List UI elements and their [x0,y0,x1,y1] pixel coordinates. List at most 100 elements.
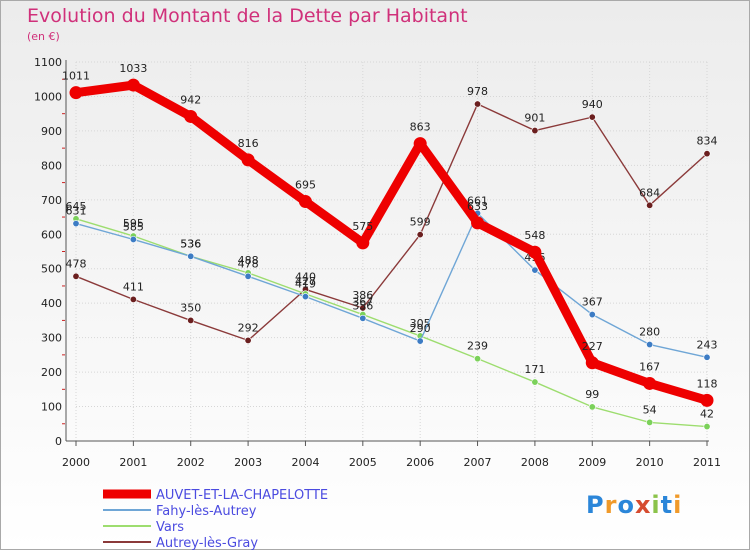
chart-title: Evolution du Montant de la Dette par Hab… [27,5,468,27]
logo-letter: x [634,491,652,519]
data-point [356,236,370,250]
data-label: 1033 [119,62,147,75]
y-tick-label: 500 [41,263,62,276]
data-label: 440 [295,270,316,283]
data-label: 575 [352,220,373,233]
data-point [129,235,137,243]
data-point [646,341,654,349]
series-1: 631585536478419356290661496367280243 [66,194,718,361]
data-label: 585 [123,220,144,233]
data-label: 54 [643,403,657,416]
data-point [72,220,80,228]
y-tick-label: 400 [41,297,62,310]
data-label: 367 [582,296,603,309]
data-label: 386 [352,289,373,302]
x-tick-label: 2010 [636,456,664,469]
data-label: 595 [123,217,144,230]
data-label: 661 [467,194,488,207]
data-label: 239 [467,340,488,353]
data-label: 411 [123,280,144,293]
series-0: 1011 1033 942 816 695 575 863 633 548 227 167 118 [62,62,718,407]
data-point [126,78,140,92]
data-label: 536 [180,237,201,250]
x-tick-label: 2002 [177,456,205,469]
data-label: 1011 [62,70,90,83]
y-tick-label: 300 [41,332,62,345]
proxiti-logo: Proxiti [586,491,682,519]
data-label: 478 [238,257,259,270]
legend-label: Autrey-lès-Gray [156,536,258,551]
data-label: 427 [295,275,316,288]
series-line [75,103,708,342]
data-label: 367 [352,296,373,309]
data-point [474,100,482,108]
data-point [416,231,424,239]
data-point [241,153,255,167]
data-label: 243 [697,338,718,351]
data-point [531,378,539,386]
data-point [416,337,424,345]
x-tick-label: 2008 [521,456,549,469]
data-label: 816 [238,137,259,150]
logo-letter: r [604,491,618,519]
data-point [184,109,198,123]
legend-label: Vars [156,520,184,535]
data-label: 99 [585,388,599,401]
data-label: 118 [697,377,718,390]
data-point [703,150,711,158]
data-point [646,201,654,209]
data-point [528,245,542,259]
data-label: 645 [66,200,87,213]
data-point [700,393,714,407]
x-tick-label: 2009 [578,456,606,469]
y-tick-label: 900 [41,125,62,138]
data-label: 633 [467,200,488,213]
data-point [244,336,252,344]
y-tick-label: 100 [41,401,62,414]
data-label: 292 [238,321,259,334]
data-label: 356 [352,299,373,312]
data-point [244,272,252,280]
data-label: 631 [66,205,87,218]
data-label: 695 [295,179,316,192]
data-point [703,353,711,361]
data-point [413,137,427,151]
data-label: 901 [524,112,545,125]
legend-label: AUVET-ET-LA-CHAPELOTTE [156,488,328,503]
logo-letter: i [651,491,661,519]
data-label: 350 [180,301,201,314]
data-point [643,376,657,390]
axes: 0 100 200 300 400 500 600 700 800 900 1000 1100 2000… [34,56,721,469]
chart-unit: (en €) [27,30,60,43]
data-point [588,311,596,319]
data-point [531,266,539,274]
data-label: 599 [410,216,431,229]
logo-letter: o [617,491,635,519]
data-point [72,272,80,280]
data-label: 940 [582,98,603,111]
legend-label: Fahy-lès-Autrey [156,504,257,519]
data-point [187,252,195,260]
series-line [75,212,708,358]
data-point [585,356,599,370]
data-point [588,403,596,411]
logo-letter: P [586,491,605,519]
data-point [129,295,137,303]
data-label: 42 [700,408,714,421]
y-tick-label: 200 [41,366,62,379]
x-tick-label: 2005 [349,456,377,469]
data-point [474,355,482,363]
data-label: 488 [238,254,259,267]
data-label: 171 [524,363,545,376]
data-label: 478 [66,257,87,270]
data-point [471,216,485,230]
data-label: 305 [410,317,431,330]
data-point [703,423,711,431]
grid [75,61,708,442]
y-tick-label: 800 [41,159,62,172]
data-label: 536 [180,237,201,250]
series-line [71,80,712,405]
data-point [359,314,367,322]
